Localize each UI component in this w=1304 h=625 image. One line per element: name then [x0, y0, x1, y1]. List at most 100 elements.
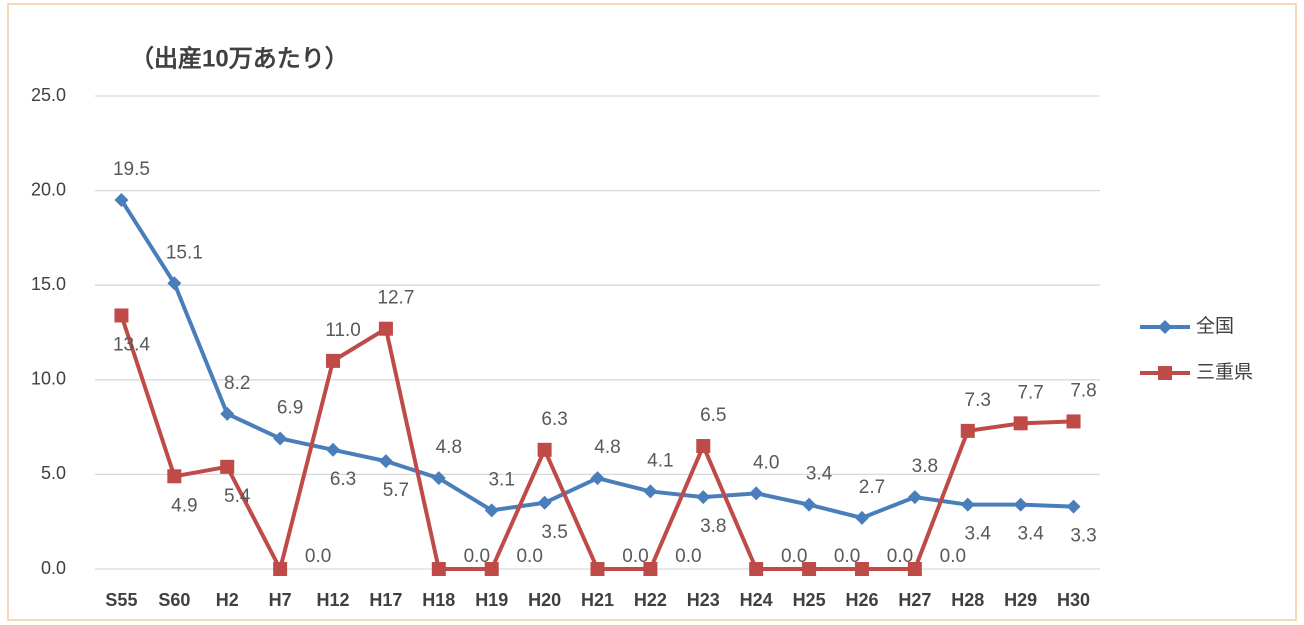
- data-label: 11.0: [325, 320, 361, 341]
- data-label: 12.7: [377, 288, 414, 309]
- marker: [484, 562, 499, 576]
- x-tick-label: H7: [269, 590, 292, 610]
- marker: [643, 484, 658, 499]
- marker: [590, 471, 605, 486]
- marker: [802, 562, 817, 576]
- data-label: 3.4: [1017, 524, 1044, 545]
- data-label: 6.3: [541, 409, 567, 430]
- marker: [696, 490, 711, 505]
- marker: [907, 562, 922, 576]
- x-tick-label: H29: [1004, 590, 1037, 610]
- data-label: 7.8: [1070, 380, 1096, 401]
- data-label: 0.0: [940, 546, 966, 567]
- data-label: 5.7: [383, 480, 409, 501]
- x-tick-label: S55: [105, 590, 137, 610]
- marker: [114, 308, 129, 323]
- marker: [273, 431, 288, 446]
- x-tick-label: H23: [687, 590, 720, 610]
- marker: [643, 562, 658, 576]
- marker: [749, 562, 764, 576]
- x-tick-label: H19: [475, 590, 508, 610]
- data-label: 7.3: [965, 390, 991, 411]
- data-label: 13.4: [113, 334, 150, 355]
- data-label: 0.0: [516, 546, 542, 567]
- marker: [431, 471, 446, 486]
- marker: [326, 353, 341, 368]
- marker: [167, 276, 182, 291]
- data-label: 3.1: [488, 469, 514, 490]
- marker: [590, 562, 605, 576]
- data-label: 0.0: [305, 546, 331, 567]
- y-tick-label: 5.0: [41, 463, 66, 483]
- marker: [1013, 497, 1028, 512]
- marker: [1066, 414, 1081, 429]
- y-tick-label: 15.0: [31, 274, 66, 294]
- data-label: 4.8: [436, 437, 462, 458]
- data-label: 15.1: [166, 242, 203, 263]
- marker: [273, 562, 288, 576]
- data-label: 6.9: [277, 397, 303, 418]
- data-label: 4.8: [594, 437, 620, 458]
- marker: [326, 442, 341, 457]
- marker: [431, 562, 446, 576]
- data-label: 5.4: [224, 486, 251, 507]
- data-label: 0.0: [675, 546, 701, 567]
- y-tick-label: 0.0: [41, 558, 66, 578]
- marker: [854, 562, 869, 576]
- y-tick-label: 20.0: [31, 179, 66, 199]
- marker: [749, 486, 764, 501]
- data-label: 7.7: [1017, 382, 1043, 403]
- x-tick-label: H28: [951, 590, 984, 610]
- data-label: 4.1: [647, 450, 673, 471]
- data-label: 4.9: [171, 495, 197, 516]
- data-label: 2.7: [859, 477, 885, 498]
- data-label: 19.5: [113, 159, 150, 180]
- data-label: 6.5: [700, 405, 726, 426]
- marker: [378, 454, 393, 469]
- marker: [960, 423, 975, 438]
- marker: [854, 510, 869, 525]
- y-tick-label: 10.0: [31, 369, 66, 389]
- data-label: 3.4: [965, 524, 992, 545]
- marker: [220, 406, 235, 421]
- data-label: 0.0: [834, 546, 860, 567]
- y-tick-label: 25.0: [31, 85, 66, 105]
- x-tick-label: S60: [158, 590, 190, 610]
- marker: [960, 497, 975, 512]
- x-tick-label: H24: [740, 590, 773, 610]
- x-tick-label: H18: [422, 590, 455, 610]
- marker: [907, 490, 922, 505]
- data-label: 3.8: [912, 456, 938, 477]
- marker: [537, 442, 552, 457]
- marker: [1013, 416, 1028, 431]
- data-label: 3.5: [541, 522, 567, 543]
- x-tick-label: H12: [317, 590, 350, 610]
- x-tick-label: H27: [898, 590, 931, 610]
- marker: [378, 321, 393, 336]
- marker: [696, 439, 711, 454]
- legend-marker: [1158, 320, 1172, 334]
- data-label: 3.3: [1070, 526, 1096, 547]
- chart-title: （出産10万あたり）: [130, 44, 349, 72]
- marker: [537, 495, 552, 510]
- frame: [7, 3, 1297, 621]
- data-label: 3.8: [700, 516, 726, 537]
- data-label: 0.0: [464, 546, 490, 567]
- marker: [484, 503, 499, 518]
- legend-marker: [1158, 366, 1172, 380]
- marker: [1066, 499, 1081, 514]
- data-label: 0.0: [781, 546, 807, 567]
- data-label: 0.0: [887, 546, 913, 567]
- x-tick-label: H2: [216, 590, 239, 610]
- data-label: 8.2: [224, 373, 250, 394]
- legend-label: 全国: [1196, 315, 1234, 337]
- x-tick-label: H30: [1057, 590, 1090, 610]
- legend-label: 三重県: [1196, 361, 1253, 383]
- marker: [802, 497, 817, 512]
- marker: [220, 459, 235, 474]
- x-tick-label: H25: [793, 590, 826, 610]
- x-tick-label: H17: [369, 590, 402, 610]
- data-label: 0.0: [622, 546, 648, 567]
- data-label: 6.3: [330, 469, 356, 490]
